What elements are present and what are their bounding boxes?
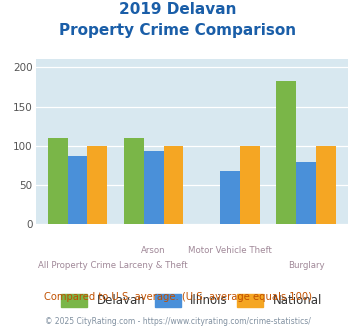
Text: 2019 Delavan: 2019 Delavan (119, 2, 236, 16)
Bar (67, 156, 87, 224)
Legend: Delavan, Illinois, National: Delavan, Illinois, National (56, 290, 327, 312)
Bar (164, 146, 183, 224)
Text: Arson: Arson (141, 246, 166, 255)
Bar (316, 146, 336, 224)
Bar (144, 151, 164, 224)
Text: Larceny & Theft: Larceny & Theft (119, 261, 188, 270)
Text: All Property Crime: All Property Crime (38, 261, 116, 270)
Bar (124, 138, 144, 224)
Bar (276, 81, 296, 224)
Text: © 2025 CityRating.com - https://www.cityrating.com/crime-statistics/: © 2025 CityRating.com - https://www.city… (45, 317, 310, 326)
Bar (87, 146, 107, 224)
Text: Property Crime Comparison: Property Crime Comparison (59, 23, 296, 38)
Text: Burglary: Burglary (288, 261, 324, 270)
Bar (240, 146, 260, 224)
Bar (296, 162, 316, 224)
Bar (48, 138, 67, 224)
Bar (220, 171, 240, 224)
Text: Motor Vehicle Theft: Motor Vehicle Theft (188, 246, 272, 255)
Text: Compared to U.S. average. (U.S. average equals 100): Compared to U.S. average. (U.S. average … (44, 292, 311, 302)
